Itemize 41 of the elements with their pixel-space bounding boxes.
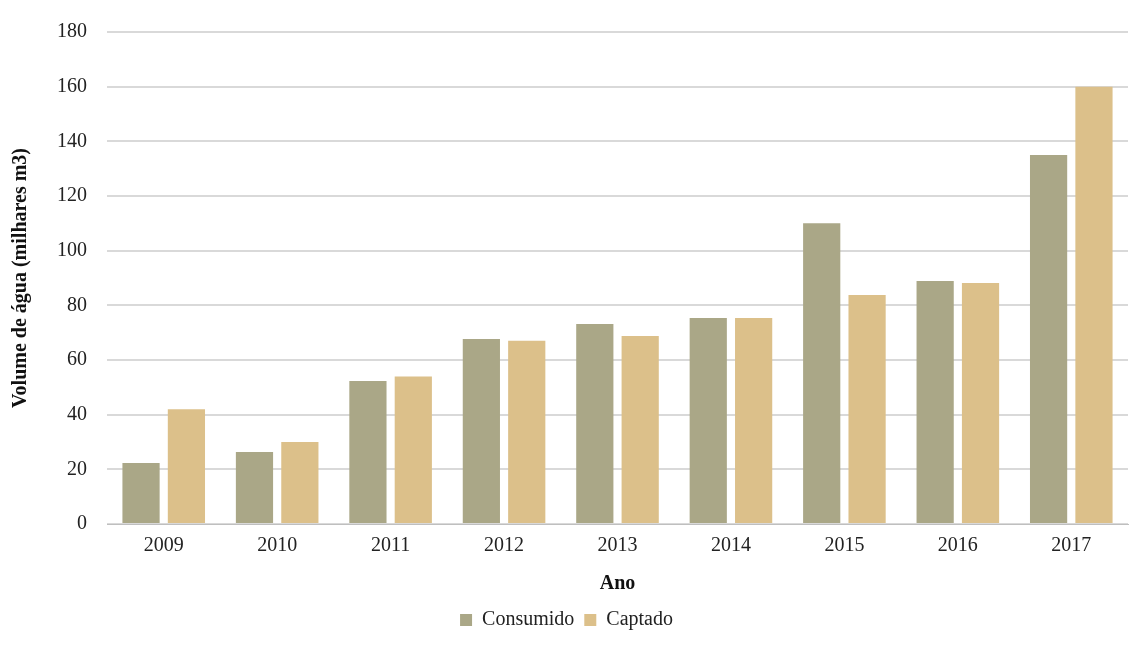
y-tick-label: 20 <box>67 456 87 479</box>
bar <box>462 338 500 523</box>
bar <box>508 340 546 523</box>
y-tick-label: 0 <box>77 511 87 534</box>
bar <box>235 452 274 523</box>
bar <box>803 223 841 523</box>
bar <box>621 335 659 523</box>
y-tick-label: 100 <box>57 237 87 260</box>
y-tick-label: 60 <box>67 347 87 370</box>
bar <box>689 317 727 523</box>
bar <box>735 317 773 523</box>
x-tick-label: 2010 <box>257 533 298 556</box>
bar <box>349 381 387 523</box>
x-tick-label: 2017 <box>1051 533 1092 556</box>
y-tick-label: 180 <box>57 19 87 42</box>
x-tick-label: 2016 <box>937 533 978 556</box>
x-tick-label: 2013 <box>597 533 638 556</box>
bar <box>576 323 614 523</box>
y-tick-label: 40 <box>67 401 87 424</box>
y-tick-label: 80 <box>67 292 87 315</box>
bar <box>122 463 160 523</box>
bar <box>1075 86 1113 523</box>
y-tick-label: 120 <box>57 183 87 206</box>
legend-label: Captado <box>606 607 673 631</box>
x-tick-label: 2011 <box>370 533 411 556</box>
bar <box>916 281 954 523</box>
bar <box>394 376 432 523</box>
x-tick-label: 2014 <box>710 533 751 556</box>
bar <box>848 294 886 523</box>
x-tick-label: 2012 <box>484 533 525 556</box>
y-axis-title: Volume de água (milhares m3) <box>8 148 32 408</box>
bar <box>281 442 319 523</box>
x-tick-label: 2015 <box>824 533 865 556</box>
y-tick-label: 160 <box>57 73 87 96</box>
bar <box>167 409 206 523</box>
x-tick-label: 2009 <box>143 533 184 556</box>
bar <box>961 282 1000 523</box>
y-tick-label: 140 <box>57 128 87 151</box>
x-axis-title: Ano <box>599 571 636 594</box>
legend-label: Consumido <box>482 607 575 630</box>
bar <box>1029 155 1068 523</box>
